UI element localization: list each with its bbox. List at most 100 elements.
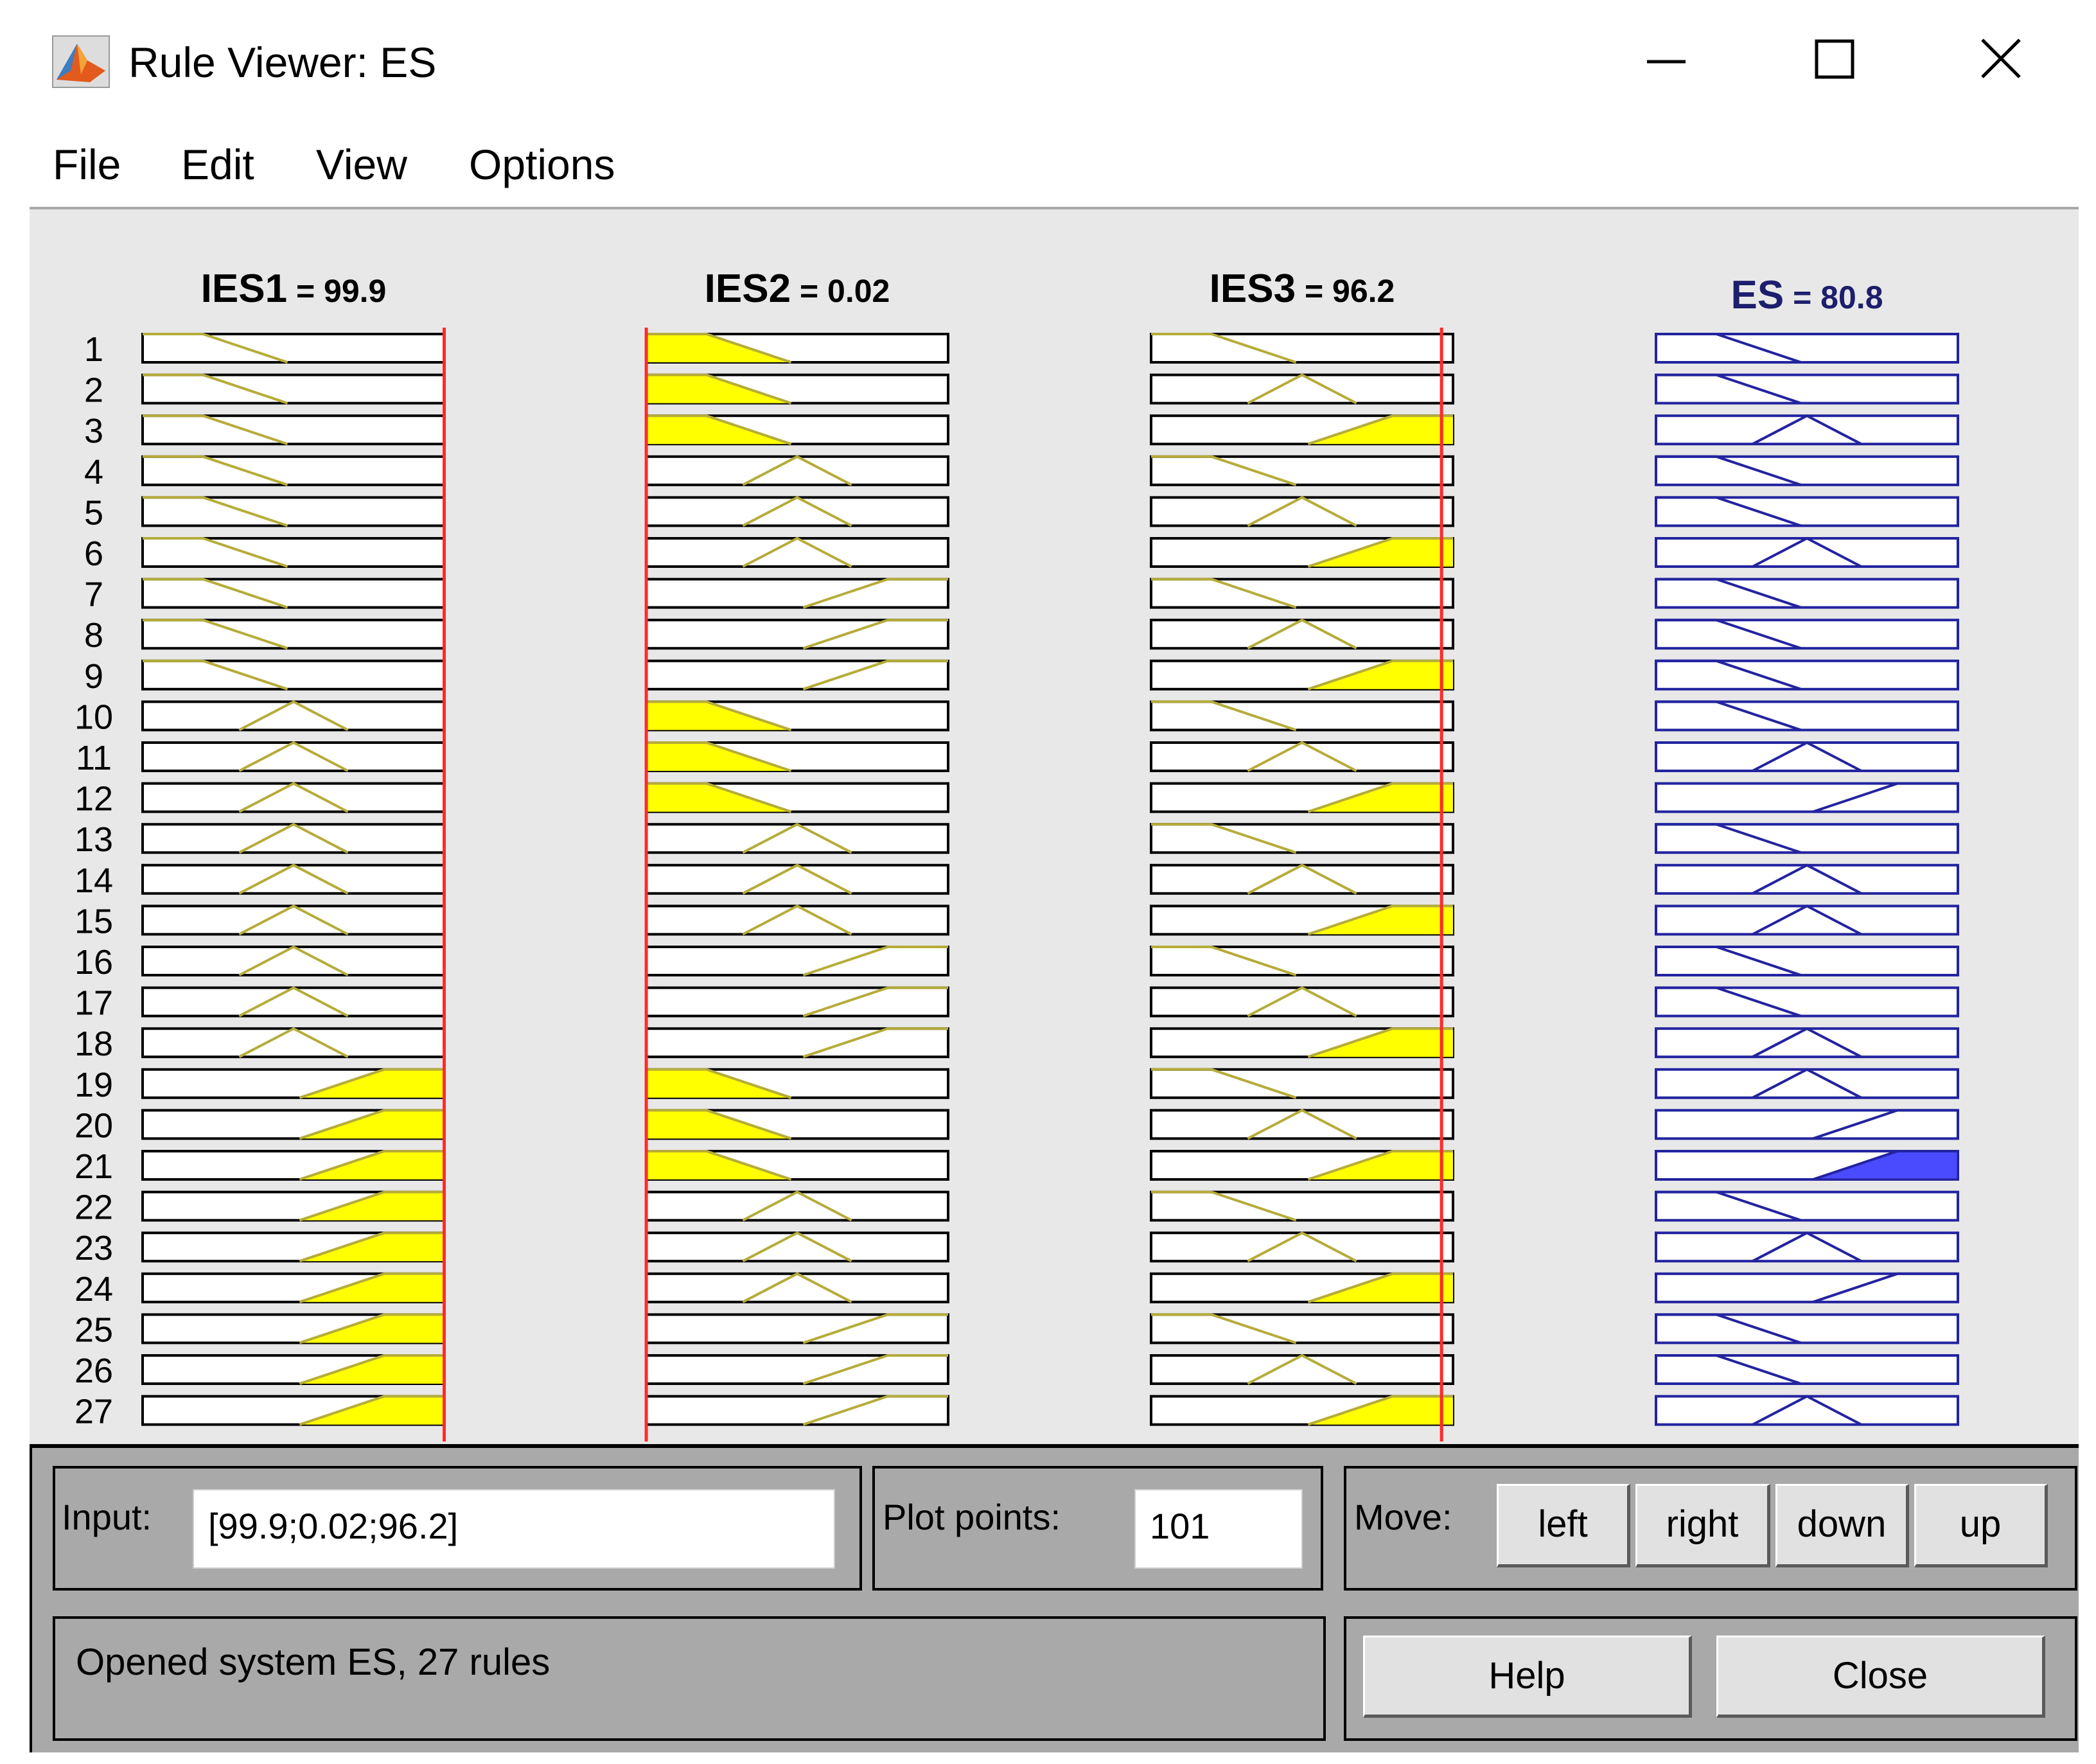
menu-options[interactable]: Options xyxy=(469,141,615,188)
rule-2-ies3-box xyxy=(1150,373,1454,405)
rule-number: 16 xyxy=(75,943,113,982)
rule-3-ies2-mf xyxy=(646,414,792,446)
rule-5-ies2-box xyxy=(645,496,949,527)
rule-5-ies3-mf xyxy=(1247,496,1357,527)
rule-23-es-box xyxy=(1655,1231,1959,1263)
rule-25-ies2-mf xyxy=(802,1313,948,1345)
rule-3-es-box xyxy=(1655,414,1959,446)
rule-26-ies3-mf xyxy=(1247,1354,1357,1385)
input-field[interactable]: [99.9;0.02;96.2] xyxy=(193,1489,835,1569)
rule-4-es-box xyxy=(1655,455,1959,486)
rule-21-es-mf xyxy=(1812,1150,1958,1181)
help-button[interactable]: Help xyxy=(1363,1636,1692,1718)
rule-21-ies3-mf xyxy=(1307,1150,1453,1181)
rule-number: 9 xyxy=(84,657,103,696)
rule-4-ies3-mf xyxy=(1151,455,1297,486)
rule-9-ies2-mf xyxy=(802,659,948,691)
rule-16-ies3-box xyxy=(1150,946,1454,976)
rule-25-ies3-mf xyxy=(1151,1313,1297,1345)
menu-file[interactable]: File xyxy=(53,141,121,188)
rule-22-ies2-box xyxy=(645,1190,949,1222)
rule-18-ies1-mf xyxy=(238,1027,349,1058)
rule-6-ies1-box xyxy=(141,537,446,568)
plot-points-field[interactable]: 101 xyxy=(1134,1489,1303,1569)
rule-number: 21 xyxy=(75,1147,113,1186)
input-label: Input: xyxy=(62,1497,152,1537)
rule-14-ies1-box xyxy=(141,863,446,895)
rule-12-ies2-mf xyxy=(646,782,792,813)
rule-12-es-box xyxy=(1655,782,1959,813)
rule-5-ies2-mf xyxy=(742,496,852,527)
rule-26-ies1-mf xyxy=(299,1354,445,1385)
rule-22-ies1-mf xyxy=(299,1190,445,1222)
rule-7-es-box xyxy=(1655,578,1959,609)
rule-26-es-box xyxy=(1655,1354,1959,1385)
rule-4-ies1-box xyxy=(141,455,446,486)
rule-13-ies1-mf xyxy=(238,822,349,854)
menu-view[interactable]: View xyxy=(316,141,407,188)
status-group xyxy=(53,1616,1326,1741)
rule-15-ies1-mf xyxy=(238,904,349,936)
rule-5-ies1-box xyxy=(141,496,446,527)
window-title: Rule Viewer: ES xyxy=(128,39,437,86)
rule-23-ies1-mf xyxy=(299,1231,445,1263)
menu-edit[interactable]: Edit xyxy=(181,141,254,188)
rule-14-ies3-box xyxy=(1150,863,1454,895)
rule-1-ies3-box xyxy=(1150,333,1454,364)
rule-number: 11 xyxy=(76,739,112,777)
rule-18-ies1-box xyxy=(141,1027,446,1059)
rule-25-ies2-box xyxy=(645,1313,949,1345)
rule-2-ies1-mf xyxy=(143,373,288,405)
rule-27-ies1-mf xyxy=(299,1395,445,1426)
rule-number: 23 xyxy=(75,1229,113,1267)
rule-4-ies1-mf xyxy=(143,455,288,486)
rule-8-ies3-mf xyxy=(1247,618,1357,649)
move-left-button[interactable]: left xyxy=(1497,1484,1630,1567)
rule-11-ies2-fill xyxy=(646,743,791,771)
rule-5-es-box xyxy=(1655,496,1959,527)
rule-17-es-mf xyxy=(1656,986,1802,1018)
rule-20-ies2-mf xyxy=(646,1109,792,1140)
rule-9-es-mf xyxy=(1656,659,1802,691)
rule-number: 14 xyxy=(75,861,113,900)
rule-27-es-box xyxy=(1655,1395,1959,1426)
rule-16-ies3-mf xyxy=(1151,946,1297,976)
rule-26-ies2-box xyxy=(645,1354,949,1385)
rule-14-ies3-mf xyxy=(1247,863,1357,895)
move-down-button[interactable]: down xyxy=(1775,1484,1909,1567)
minimize-icon[interactable] xyxy=(1619,26,1715,96)
rule-number: 1 xyxy=(84,330,103,369)
rule-3-ies3-fill xyxy=(1308,416,1453,445)
rule-7-ies1-mf xyxy=(143,578,288,609)
close-icon[interactable] xyxy=(1953,26,2049,96)
rule-8-es-mf xyxy=(1656,619,1802,650)
rule-19-es-box xyxy=(1655,1068,1959,1099)
rule-6-ies3-mf xyxy=(1307,537,1453,568)
rule-number: 7 xyxy=(84,576,103,614)
move-up-button[interactable]: up xyxy=(1914,1484,2048,1567)
rule-15-es-box xyxy=(1655,904,1959,936)
maximize-icon[interactable] xyxy=(1786,26,1882,96)
rule-number: 27 xyxy=(75,1393,113,1431)
rule-19-es-mf xyxy=(1752,1068,1862,1099)
rule-12-ies1-box xyxy=(141,782,446,813)
rule-number: 24 xyxy=(75,1270,113,1309)
rule-24-es-box xyxy=(1655,1272,1959,1303)
rule-17-ies1-box xyxy=(141,986,446,1018)
rule-17-ies1-mf xyxy=(238,986,349,1018)
rule-number: 19 xyxy=(75,1066,113,1104)
rule-3-ies1-box xyxy=(141,414,446,446)
close-button[interactable]: Close xyxy=(1716,1636,2045,1718)
rule-12-ies3-fill xyxy=(1308,783,1453,812)
rule-7-ies2-mf xyxy=(802,578,948,609)
rule-16-ies2-box xyxy=(645,946,949,976)
rule-21-ies2-mf xyxy=(646,1150,792,1181)
rule-23-es-mf xyxy=(1752,1231,1862,1262)
rule-17-ies2-box xyxy=(645,986,949,1018)
rule-15-es-mf xyxy=(1752,904,1862,936)
rule-3-es-mf xyxy=(1752,414,1862,445)
move-right-button[interactable]: right xyxy=(1635,1484,1770,1567)
rule-plots[interactable]: IES1 = 99.9 IES2 = 0.02 IES3 = 96.2 ES = 80… xyxy=(0,0,2096,1445)
rule-8-es-box xyxy=(1655,619,1959,650)
rule-10-es-mf xyxy=(1656,700,1802,732)
